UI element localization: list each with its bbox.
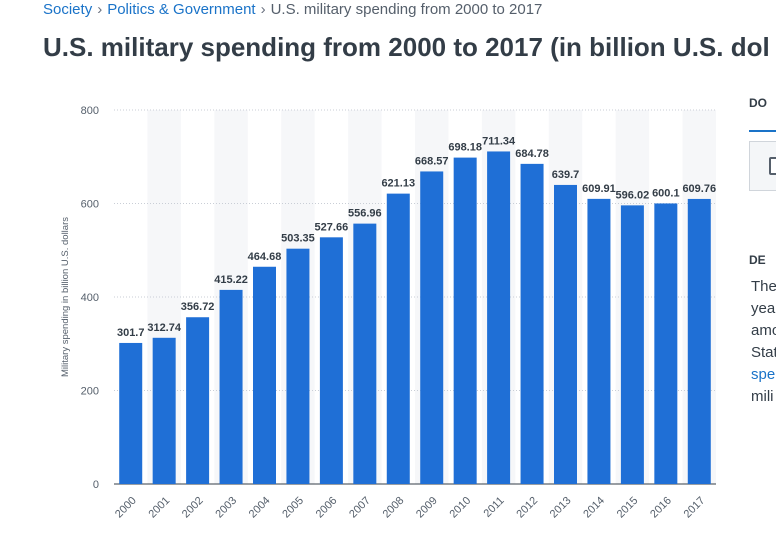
document-icon — [769, 157, 776, 175]
x-tick-label: 2001 — [146, 495, 172, 521]
description-line: Stat — [751, 344, 776, 361]
data-label: 609.91 — [582, 183, 616, 195]
x-tick-label: 2005 — [280, 495, 306, 521]
data-label: 698.18 — [448, 142, 482, 154]
description-line: mili — [751, 388, 774, 405]
data-label: 415.22 — [214, 274, 248, 286]
data-label: 596.02 — [616, 189, 650, 201]
bar — [386, 193, 410, 485]
x-tick-label: 2010 — [447, 495, 473, 521]
x-tick-label: 2004 — [247, 495, 273, 521]
breadcrumb-link-politics-government[interactable]: Politics & Government — [107, 1, 256, 18]
bar — [453, 157, 477, 485]
data-label: 668.57 — [415, 155, 449, 167]
data-label: 527.66 — [315, 221, 349, 233]
bar — [554, 184, 577, 484]
bar-chart: 0 200 400 600 800 Military spending in billio… — [60, 105, 716, 521]
bar — [654, 203, 678, 484]
x-tick-label: 2000 — [113, 495, 139, 521]
data-label: 464.68 — [248, 251, 282, 263]
y-tick-label: 400 — [81, 292, 99, 304]
side-tab-download[interactable]: DO — [749, 96, 767, 110]
x-tick-label: 2014 — [581, 495, 607, 521]
x-tick-label: 2011 — [482, 495, 507, 520]
data-label: 639.7 — [552, 169, 580, 181]
bar — [520, 163, 544, 484]
y-axis-title: Military spending in billion U.S. dollar… — [60, 217, 71, 377]
y-tick-label: 800 — [81, 105, 99, 117]
x-tick-label: 2002 — [180, 495, 206, 521]
side-tab-underline — [749, 130, 776, 132]
bar — [587, 198, 611, 485]
breadcrumb-current: U.S. military spending from 2000 to 2017 — [270, 1, 543, 18]
data-label: 503.35 — [281, 233, 315, 245]
x-tick-label: 2017 — [682, 495, 708, 521]
x-tick-label: 2007 — [347, 495, 373, 521]
y-tick-label: 600 — [81, 199, 99, 211]
bar — [487, 151, 511, 484]
x-tick-label: 2008 — [381, 495, 407, 521]
bar — [286, 248, 310, 484]
description-link[interactable]: spe — [751, 366, 776, 383]
description-line: yea — [751, 300, 776, 317]
x-tick-label: 2009 — [414, 495, 440, 521]
x-tick-label: 2013 — [548, 495, 574, 521]
description-text: The yea amo Stat spe mili — [751, 276, 776, 408]
bar — [186, 317, 210, 484]
x-tick-label: 2003 — [213, 495, 239, 521]
bar — [152, 337, 176, 484]
bar — [353, 223, 377, 484]
breadcrumb: Society › Politics & Government › U.S. milit… — [43, 1, 542, 18]
data-label: 684.78 — [515, 148, 549, 160]
bar — [620, 205, 644, 484]
x-tick-label: 2012 — [514, 495, 540, 521]
side-tab-description[interactable]: DE — [749, 253, 766, 267]
bar — [420, 171, 444, 484]
data-label: 301.7 — [117, 327, 145, 339]
y-tick-label: 0 — [93, 479, 99, 491]
breadcrumb-separator: › — [97, 1, 103, 18]
data-label: 609.76 — [682, 183, 716, 195]
bar — [687, 198, 711, 484]
bar — [119, 342, 143, 484]
data-label: 621.13 — [381, 178, 415, 190]
bar — [319, 237, 343, 484]
x-tick-label: 2006 — [314, 495, 340, 521]
description-line: The — [751, 278, 776, 295]
x-tick-label: 2015 — [615, 495, 641, 521]
description-line: amo — [751, 322, 776, 339]
x-tick-label: 2016 — [648, 495, 674, 521]
data-label: 312.74 — [147, 322, 182, 334]
breadcrumb-link-society[interactable]: Society — [43, 1, 93, 18]
data-label: 711.34 — [482, 135, 516, 147]
page-title: U.S. military spending from 2000 to 2017… — [43, 32, 770, 62]
breadcrumb-separator: › — [260, 1, 266, 18]
bar — [219, 289, 243, 484]
bar — [253, 266, 276, 484]
data-label: 556.96 — [348, 208, 382, 220]
data-label: 356.72 — [181, 301, 215, 313]
y-tick-label: 200 — [81, 386, 99, 398]
data-label: 600.1 — [652, 187, 680, 199]
